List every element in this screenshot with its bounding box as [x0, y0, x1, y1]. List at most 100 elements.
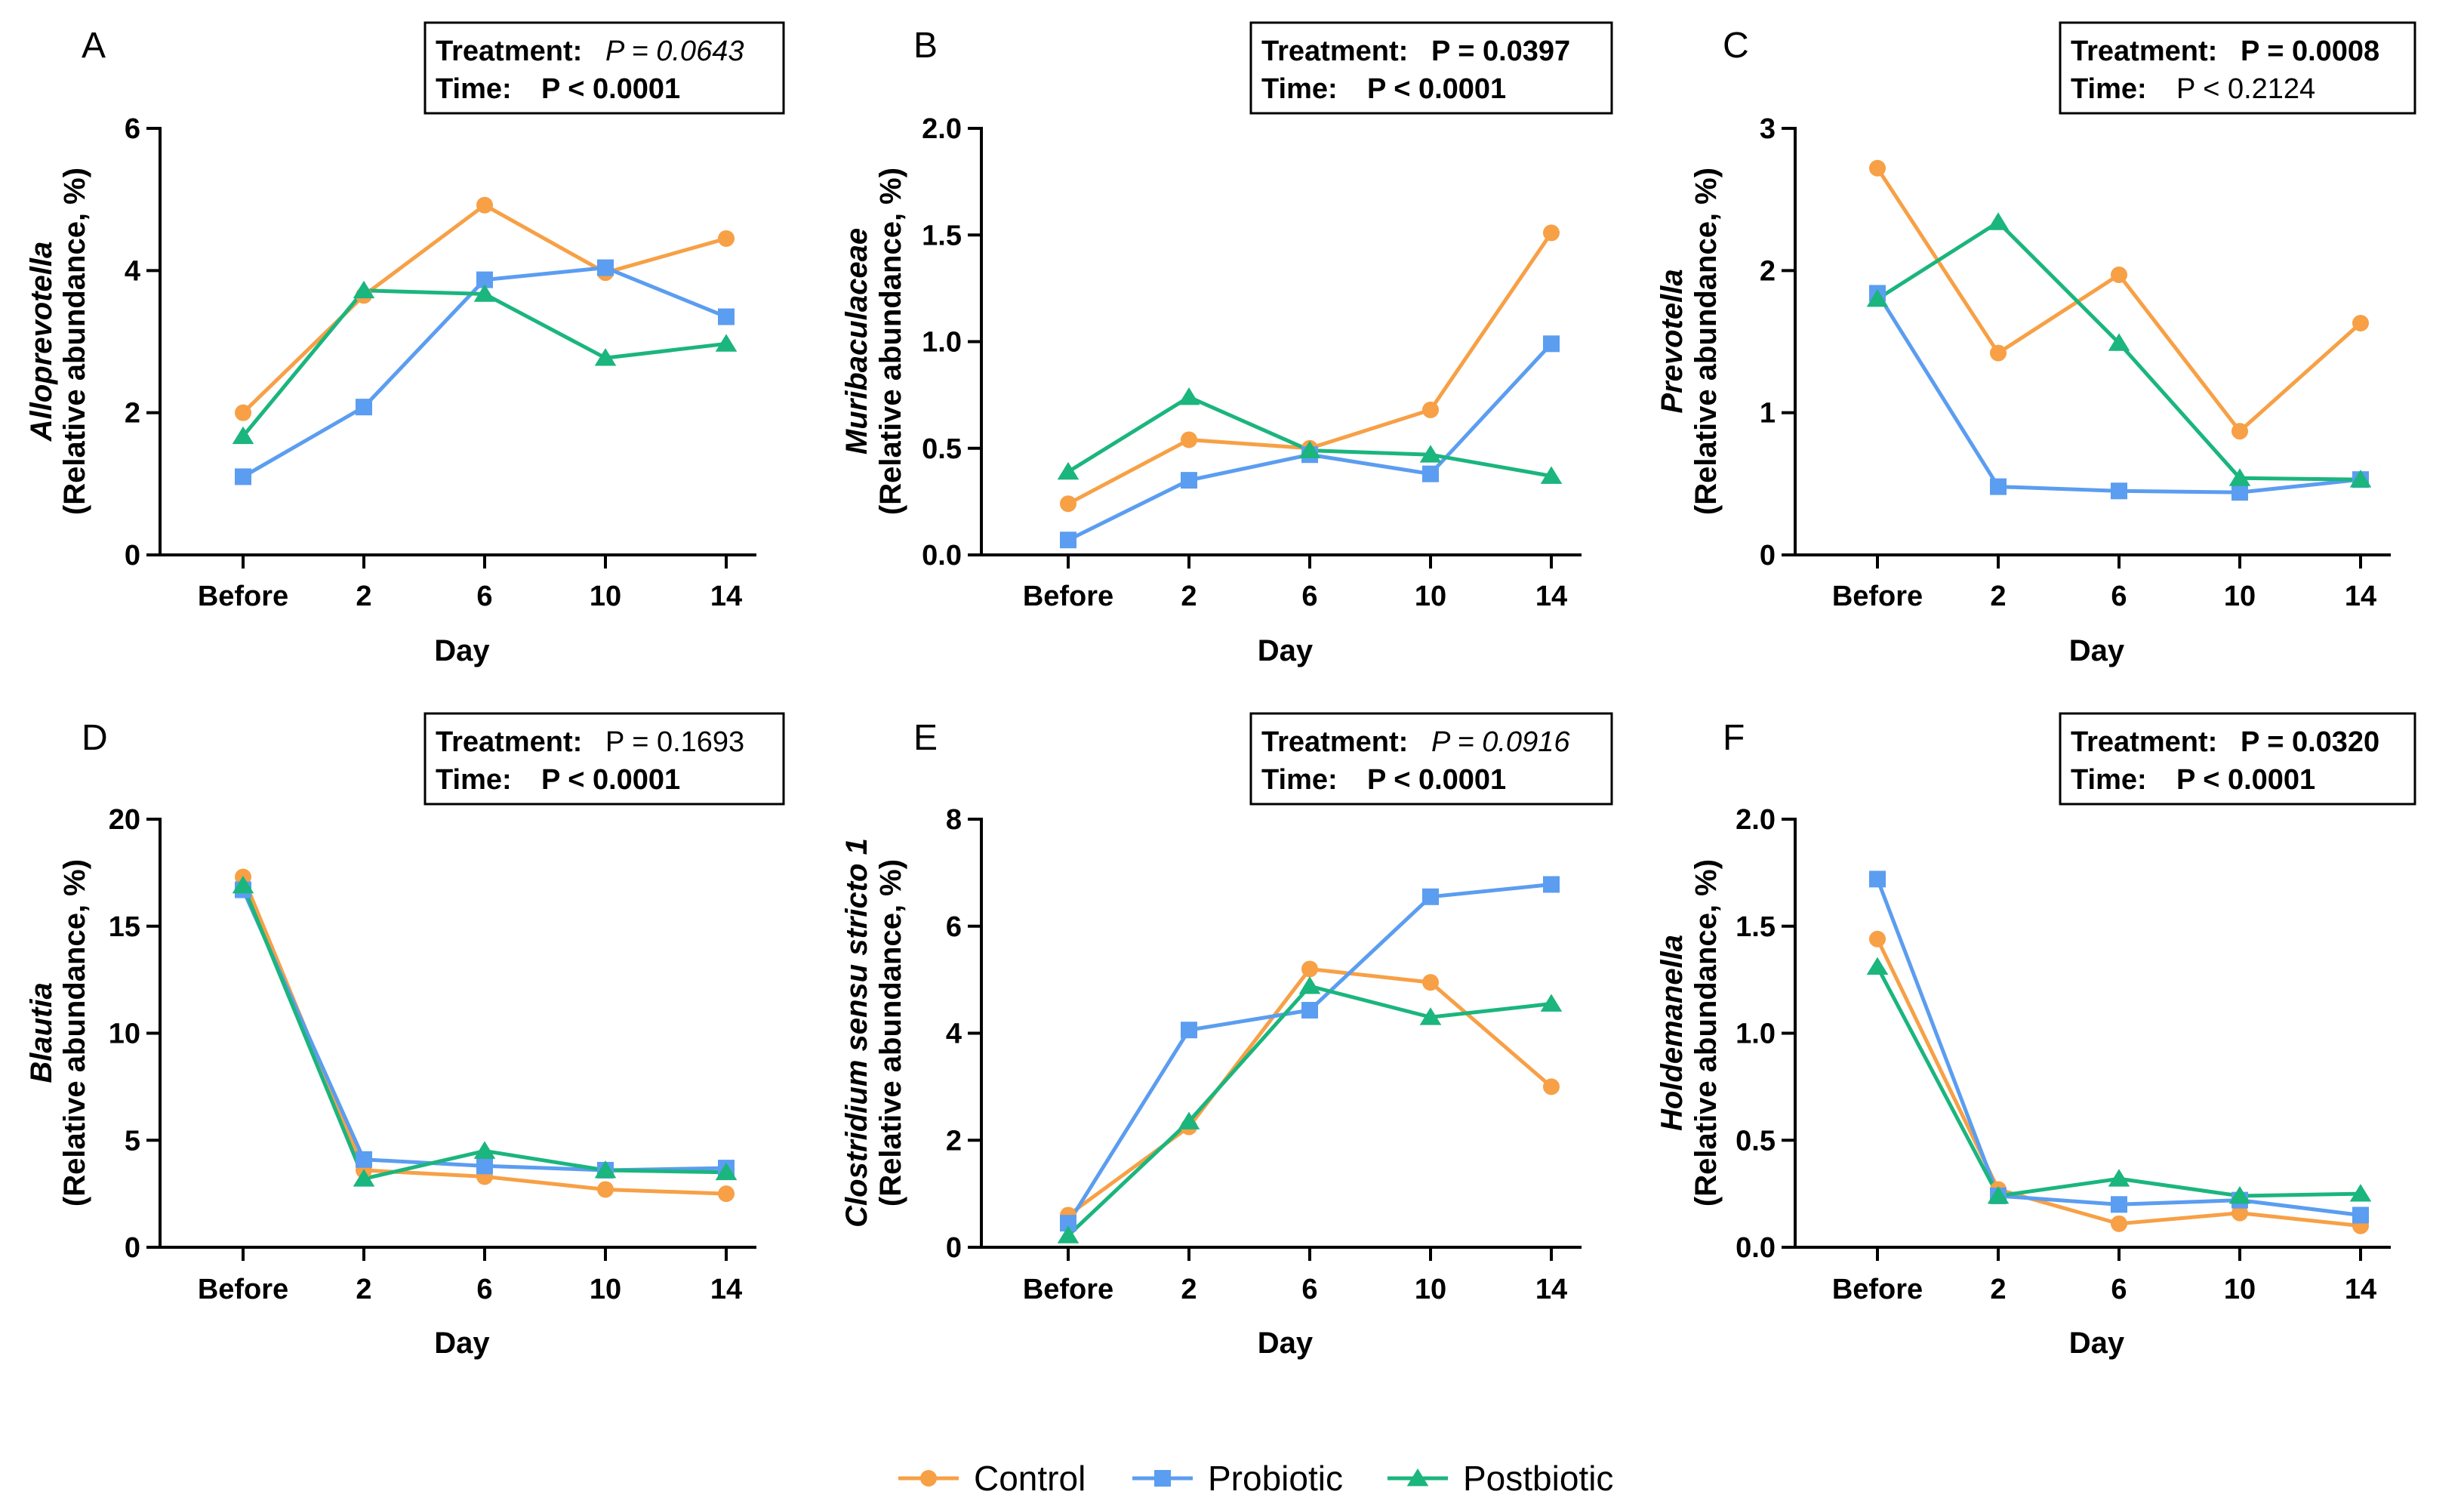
data-point-control — [1060, 495, 1076, 513]
data-point-postbiotic — [1987, 212, 2010, 230]
x-tick-label: 6 — [476, 1274, 492, 1305]
data-point-probiotic — [2352, 1206, 2369, 1224]
x-tick-label: Before — [198, 1274, 288, 1305]
data-point-control — [2111, 266, 2127, 283]
data-point-probiotic — [718, 308, 735, 325]
data-point-control — [597, 1181, 614, 1198]
data-point-postbiotic — [232, 426, 254, 445]
series-line-postbiotic — [241, 884, 727, 1181]
x-axis-title: Day — [2069, 634, 2125, 667]
stats-box: Treatment: P = 0.1693 Time: P < 0.0001 — [424, 712, 785, 806]
y-axis-title-taxon: Prevotella — [1656, 269, 1689, 413]
data-point-probiotic — [2231, 484, 2248, 501]
stats-time-p: P < 0.0001 — [1367, 764, 1506, 796]
y-tick-label: 1.5 — [1736, 911, 1776, 943]
data-point-postbiotic — [2228, 468, 2251, 486]
y-tick-label: 0.0 — [1736, 1232, 1776, 1264]
y-tick-label: 6 — [125, 113, 140, 145]
data-point-probiotic — [1543, 335, 1560, 353]
x-tick-label: 6 — [2111, 581, 2127, 612]
data-point-control — [1543, 224, 1560, 242]
x-tick-label: 10 — [590, 581, 621, 612]
y-tick-label: 0 — [946, 1232, 962, 1264]
stats-box-border — [2059, 21, 2416, 115]
x-axis-title: Day — [434, 1327, 490, 1360]
series-line-postbiotic — [1875, 966, 2361, 1198]
data-point-postbiotic — [353, 280, 375, 299]
stats-time-p: P < 0.0001 — [1367, 73, 1506, 105]
data-point-postbiotic — [232, 875, 254, 894]
panel-letter: C — [1723, 26, 1749, 66]
data-point-probiotic — [597, 259, 614, 276]
data-point-postbiotic — [715, 334, 738, 352]
y-tick-label: 5 — [125, 1125, 140, 1157]
data-point-control — [1422, 401, 1439, 418]
data-point-control — [1301, 960, 1318, 978]
data-point-probiotic — [1181, 472, 1197, 489]
data-point-postbiotic — [1057, 461, 1080, 480]
data-point-control — [1990, 344, 2007, 362]
x-tick-label: Before — [198, 581, 288, 612]
y-axis-title-units: (Relative abundance, %) — [58, 859, 91, 1206]
data-point-control — [2111, 1215, 2127, 1232]
legend-label: Probiotic — [1208, 1459, 1343, 1498]
y-axis-title-taxon: Muribaculaceae — [840, 228, 873, 455]
x-tick-label: 14 — [2345, 1274, 2376, 1305]
x-tick-label: 10 — [2224, 581, 2256, 612]
data-point-postbiotic — [1057, 1225, 1080, 1243]
stats-box: Treatment: P = 0.0008 Time: P < 0.2124 — [2059, 21, 2416, 115]
data-point-postbiotic — [594, 1160, 617, 1179]
x-tick-label: Before — [1832, 581, 1923, 612]
stats-box: Treatment: P = 0.0397 Time: P < 0.0001 — [1249, 21, 1613, 115]
series-line-probiotic — [241, 889, 727, 1173]
y-tick-label: 2.0 — [1736, 804, 1776, 836]
triangle-marker-icon — [1406, 1468, 1429, 1487]
data-point-probiotic — [2111, 482, 2127, 500]
data-point-postbiotic — [594, 348, 617, 366]
y-tick-label: 0.5 — [1736, 1125, 1776, 1157]
series-line-probiotic — [1066, 882, 1552, 1225]
data-point-probiotic — [1990, 478, 2007, 495]
data-point-control — [2231, 1204, 2248, 1222]
data-point-postbiotic — [1540, 466, 1563, 484]
y-tick-label: 1.0 — [922, 327, 962, 359]
data-point-probiotic — [476, 1157, 493, 1175]
stats-time-label: Time: — [2071, 73, 2147, 105]
x-tick-label: 10 — [2224, 1274, 2256, 1305]
y-tick-label: 2 — [1760, 255, 1776, 287]
stats-treatment-p: P = 0.0397 — [1431, 35, 1570, 67]
square-marker-icon — [1154, 1470, 1171, 1487]
data-point-control — [1181, 431, 1197, 448]
y-tick-label: 0 — [125, 540, 140, 572]
circle-marker-icon — [920, 1470, 937, 1487]
stats-box-border — [1249, 712, 1613, 806]
chart-panel-B: B 0.0 0.5 1.0 1.5 2.0 Before 2 6 10 14 Day Muribacul… — [840, 21, 1613, 667]
x-tick-label: 2 — [1181, 1274, 1197, 1305]
data-point-postbiotic — [1298, 440, 1321, 458]
y-tick-label: 6 — [946, 911, 962, 943]
y-axis-title-units: (Relative abundance, %) — [1689, 168, 1723, 515]
data-point-probiotic — [1060, 1215, 1076, 1232]
legend-label: Postbiotic — [1463, 1459, 1613, 1498]
stats-treatment-label: Treatment: — [436, 35, 582, 67]
stats-time-label: Time: — [436, 73, 512, 105]
stats-box: Treatment: P = 0.0643 Time: P < 0.0001 — [424, 21, 785, 115]
stats-time-p: P < 0.2124 — [2176, 73, 2315, 105]
stats-box-border — [424, 712, 785, 806]
y-axis-title-units: (Relative abundance, %) — [1689, 859, 1723, 1206]
data-point-probiotic — [235, 468, 251, 485]
y-tick-label: 2 — [125, 398, 140, 430]
y-tick-label: 0.5 — [922, 433, 962, 465]
chart-panel-C: C 0 1 2 3 Before 2 6 10 14 Day Prevotella (Relative … — [1656, 21, 2416, 667]
x-tick-label: 2 — [1990, 1274, 2006, 1305]
data-point-probiotic — [1181, 1022, 1197, 1039]
series-line-postbiotic — [242, 288, 727, 438]
x-tick-label: 2 — [356, 1274, 371, 1305]
x-tick-label: 6 — [1301, 1274, 1317, 1305]
data-point-postbiotic — [2349, 470, 2372, 488]
data-point-postbiotic — [2108, 1169, 2130, 1187]
y-tick-label: 8 — [946, 804, 962, 836]
data-point-probiotic — [356, 399, 372, 416]
data-point-probiotic — [1543, 876, 1560, 893]
data-point-postbiotic — [1540, 994, 1563, 1012]
